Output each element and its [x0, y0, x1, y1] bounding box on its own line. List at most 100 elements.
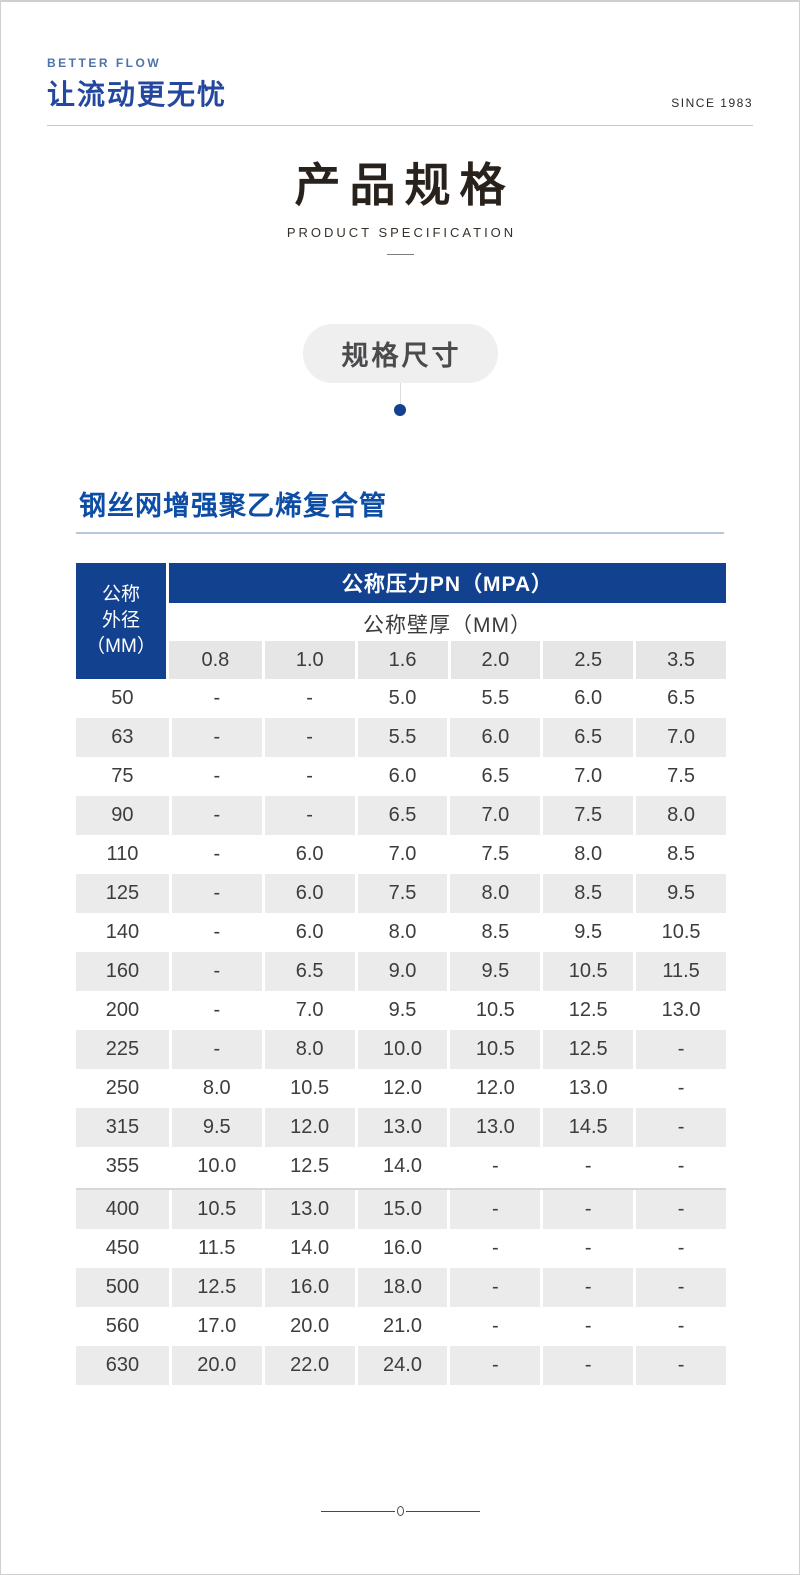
thickness-value: 22.0	[261, 1346, 355, 1385]
footer-line-left	[320, 1510, 395, 1512]
thickness-value: 7.0	[447, 796, 541, 835]
thickness-value: -	[261, 796, 355, 835]
thickness-value: -	[168, 757, 262, 796]
thickness-value: -	[168, 874, 262, 913]
thickness-value: 6.5	[540, 718, 634, 757]
thickness-value: 24.0	[354, 1346, 448, 1385]
title-block: 产品规格 PRODUCT SPECIFICATION	[1, 162, 799, 255]
spec-size-badge: 规格尺寸	[302, 324, 498, 383]
thickness-value: 7.5	[354, 874, 448, 913]
od-header-cell: 公称 外径 （MM）	[76, 563, 169, 679]
brand-slogan-cn: 让流动更无忧	[47, 79, 228, 110]
od-value: 75	[111, 765, 134, 787]
thickness-value: 16.0	[261, 1268, 355, 1307]
thickness-value: 10.0	[354, 1030, 448, 1069]
footer-circle-icon	[396, 1506, 404, 1516]
thickness-value: 9.5	[447, 952, 541, 991]
od-value: 110	[106, 843, 139, 865]
thickness-value: 5.5	[354, 718, 448, 757]
thickness-value: -	[633, 1108, 726, 1147]
thickness-value: 10.0	[168, 1147, 262, 1186]
thickness-value: -	[540, 1307, 633, 1346]
thickness-value: 6.5	[447, 757, 540, 796]
table-row: 50- -5.0 5.5 6.0 6.5	[76, 679, 726, 718]
thickness-value: 6.0	[447, 718, 541, 757]
thickness-value: 11.5	[633, 952, 726, 991]
thickness-value: 6.0	[261, 835, 355, 874]
thickness-value: 11.5	[168, 1229, 262, 1268]
pressure-columns-row: 0.8 1.0 1.6 2.0 2.5 3.5	[169, 641, 726, 679]
thickness-value: 14.0	[354, 1147, 448, 1186]
thickness-value: 8.0	[168, 1069, 262, 1108]
thickness-value: 13.0	[261, 1190, 355, 1229]
table-header: 公称 外径 （MM） 公称压力PN（MPA） 公称壁厚（MM） 0.8 1.0 1.…	[76, 563, 726, 679]
thickness-value: 7.0	[540, 757, 633, 796]
footer-ornament	[1, 1506, 799, 1516]
od-value: 160	[76, 952, 169, 991]
thickness-value: 6.5	[261, 952, 355, 991]
thickness-value: -	[168, 952, 262, 991]
thickness-value: -	[633, 1030, 726, 1069]
thickness-value: 20.0	[168, 1346, 262, 1385]
table-row: 90- -6.5 7.0 7.5 8.0	[76, 796, 726, 835]
pipe-spec-section: 钢丝网增强聚乙烯复合管 公称 外径 （MM） 公称压力PN（MPA） 公称壁厚（…	[76, 484, 726, 1385]
thickness-value: -	[633, 1147, 726, 1186]
od-value: 560	[105, 1315, 140, 1337]
thickness-value: 8.0	[447, 874, 541, 913]
thickness-value: -	[447, 1268, 541, 1307]
thickness-value: 12.5	[261, 1147, 355, 1186]
thickness-value: 16.0	[354, 1229, 448, 1268]
thickness-value: 10.5	[540, 952, 634, 991]
table-row: 560 17.0 20.0 21.0- - -	[76, 1307, 726, 1346]
od-value: 200	[105, 999, 140, 1021]
badge-dot	[394, 404, 406, 416]
thickness-value: 17.0	[168, 1307, 262, 1346]
thickness-value: 5.0	[354, 679, 448, 718]
thickness-value: 8.0	[354, 913, 448, 952]
thickness-value: 9.5	[168, 1108, 262, 1147]
od-value: 500	[76, 1268, 169, 1307]
od-value: 140	[105, 921, 140, 943]
table-row: 140 -6.0 8.0 8.5 9.5 10.5	[76, 913, 726, 952]
footer-line-right	[405, 1510, 480, 1512]
thickness-value: -	[261, 679, 355, 718]
od-value: 225	[76, 1030, 169, 1069]
badge-connector-line	[399, 383, 401, 404]
od-value: 50	[111, 687, 134, 709]
thickness-value: -	[540, 1147, 633, 1186]
thickness-value: -	[447, 1346, 541, 1385]
brand-header: BETTER FLOW 让流动更无忧 SINCE 1983	[47, 56, 753, 113]
thickness-value: -	[447, 1229, 540, 1268]
thickness-value: -	[168, 991, 262, 1030]
thickness-value: 12.5	[168, 1268, 262, 1307]
pressure-column-header: 0.8	[169, 641, 262, 679]
since-label: SINCE 1983	[671, 96, 753, 110]
thickness-value: 12.5	[540, 991, 633, 1030]
thickness-value: 6.5	[354, 796, 448, 835]
thickness-value: 9.0	[354, 952, 448, 991]
badge-block: 规格尺寸	[1, 324, 799, 416]
od-value: 400	[76, 1190, 169, 1229]
od-value: 630	[76, 1346, 169, 1385]
table-row: 250 8.0 10.5 12.0 12.0 13.0-	[76, 1069, 726, 1108]
od-value: 125	[76, 874, 169, 913]
thickness-value: 13.0	[540, 1069, 633, 1108]
thickness-value: -	[540, 1268, 634, 1307]
thickness-value: 7.0	[633, 718, 726, 757]
table-row: 63- -5.5 6.0 6.5 7.0	[76, 718, 726, 757]
thickness-value: 8.5	[447, 913, 540, 952]
title-dash	[386, 254, 414, 255]
thickness-value: 9.5	[633, 874, 726, 913]
thickness-value: 21.0	[354, 1307, 448, 1346]
thickness-value: 12.0	[261, 1108, 355, 1147]
header-divider	[47, 125, 753, 126]
pressure-column-header: 2.0	[447, 641, 541, 679]
od-value: 90	[76, 796, 169, 835]
thickness-value: 15.0	[354, 1190, 448, 1229]
table-row: 500 12.5 16.0 18.0- - -	[76, 1268, 726, 1307]
thickness-value: -	[633, 1307, 726, 1346]
thickness-value: -	[633, 1268, 726, 1307]
thickness-value: 13.0	[354, 1108, 448, 1147]
thickness-value: 13.0	[633, 991, 726, 1030]
brand-logo: BETTER FLOW 让流动更无忧	[47, 56, 227, 113]
